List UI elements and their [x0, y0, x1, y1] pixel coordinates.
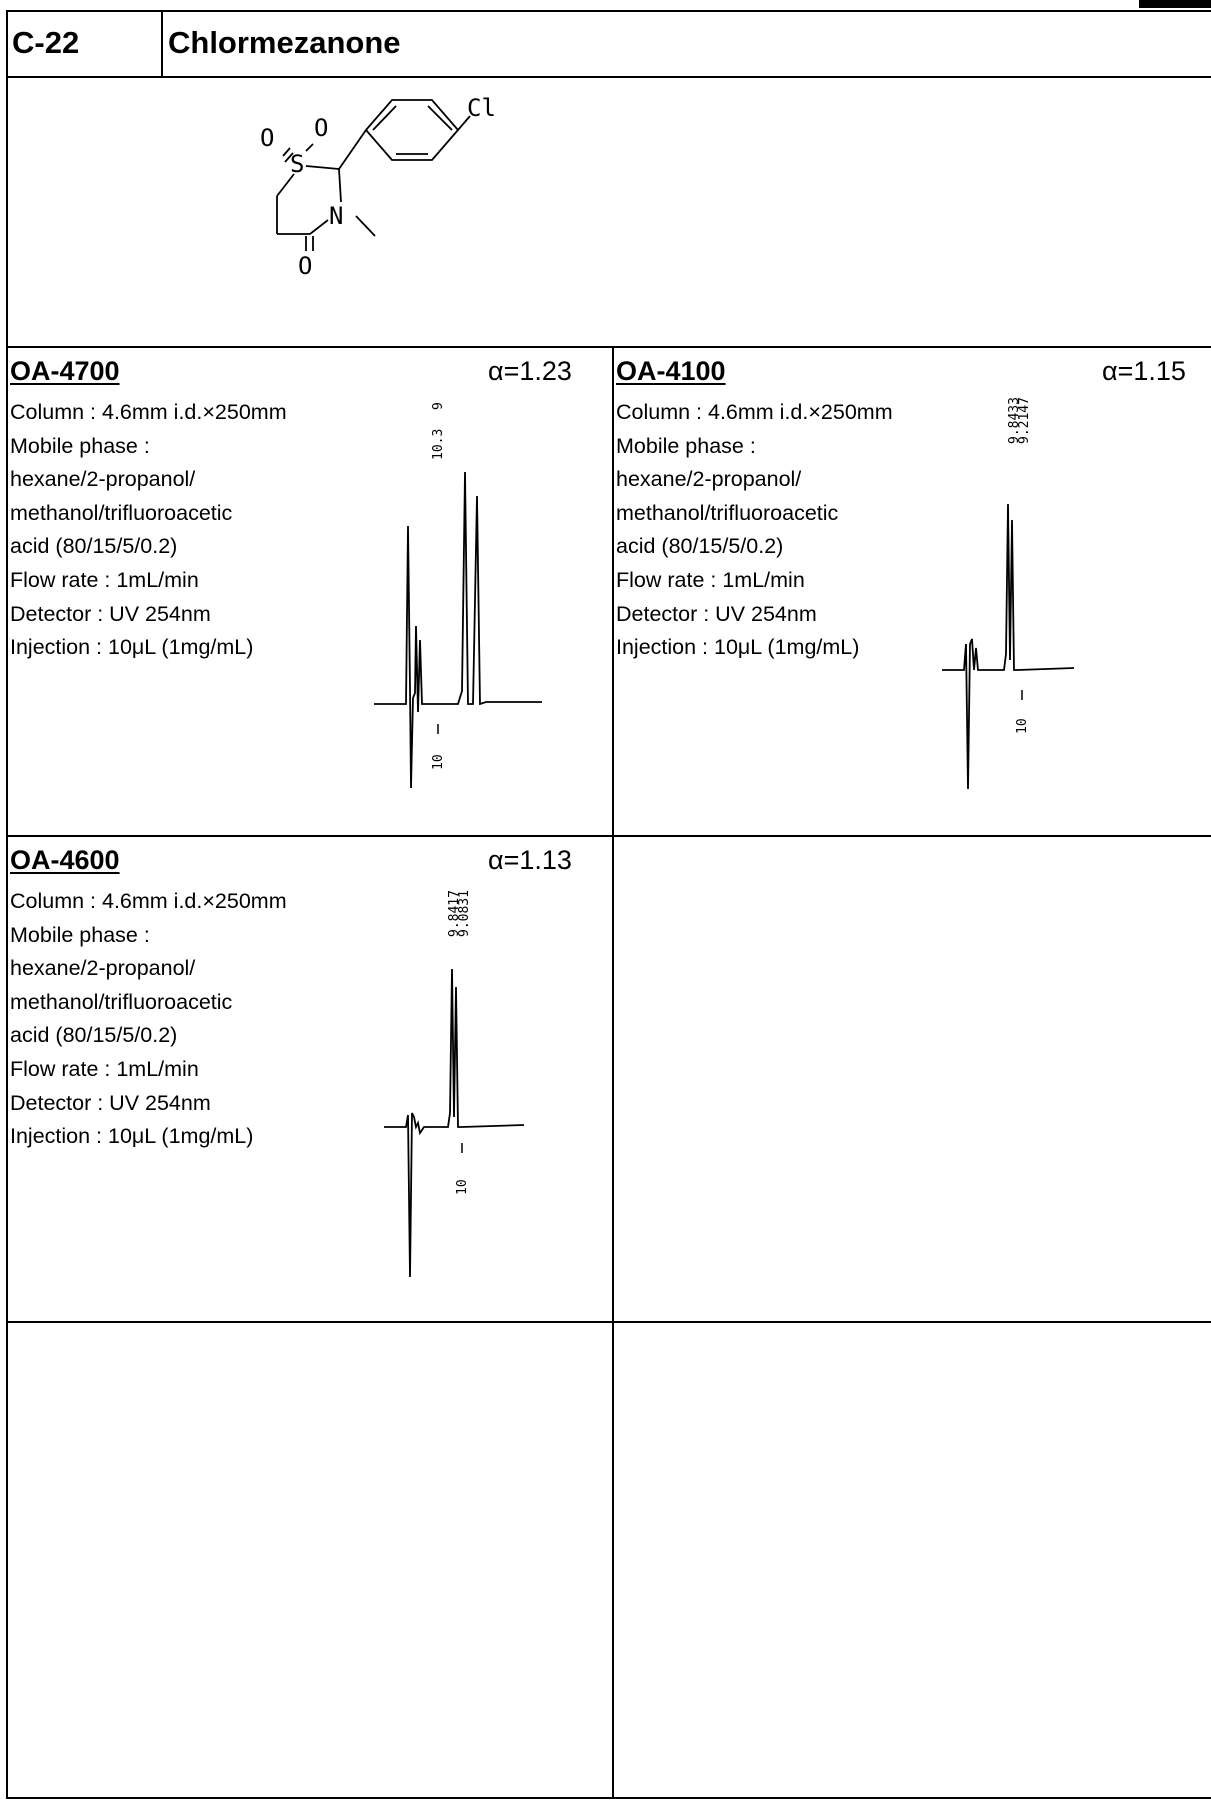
column-divider	[612, 346, 614, 1799]
compound-name: Chlormezanone	[168, 25, 401, 60]
condition-column: Column : 4.6mm i.d.×250mm	[10, 889, 287, 913]
time-axis-label: 10	[455, 1179, 470, 1195]
peak-label-1: 9	[431, 402, 446, 410]
chromatogram-trace	[384, 968, 525, 1278]
condition-mobile-phase-3: acid (80/15/5/0.2)	[10, 534, 178, 559]
condition-mobile-phase: Mobile phase :	[10, 433, 150, 458]
column-name: OA-4700	[10, 356, 120, 386]
panel-empty-1	[614, 837, 1211, 1321]
compound-id: C-22	[12, 25, 80, 60]
condition-mobile-phase-2: methanol/trifluoroacetic	[616, 500, 839, 525]
condition-column: Column : 4.6mm i.d.×250mm	[616, 400, 893, 424]
condition-injection: Injection : 10μL (1mg/mL)	[10, 1124, 254, 1149]
condition-mobile-phase-1: hexane/2-propanol/	[10, 956, 196, 981]
row2-bottom-border	[6, 1321, 1211, 1323]
condition-detector: Detector : UV 254nm	[616, 601, 817, 626]
atom-n: N	[329, 202, 343, 230]
condition-flow-rate: Flow rate : 1mL/min	[616, 567, 805, 592]
condition-detector: Detector : UV 254nm	[10, 1090, 211, 1115]
condition-mobile-phase-2: methanol/trifluoroacetic	[10, 500, 233, 525]
condition-mobile-phase-2: methanol/trifluoroacetic	[10, 989, 233, 1014]
condition-mobile-phase-3: acid (80/15/5/0.2)	[616, 534, 784, 559]
panel-empty-3	[614, 1323, 1211, 1797]
atom-o-left: O	[260, 124, 274, 152]
condition-detector: Detector : UV 254nm	[10, 601, 211, 626]
condition-injection: Injection : 10μL (1mg/mL)	[10, 635, 254, 660]
panel-empty-2	[8, 1323, 612, 1797]
chromatogram: 9.8417 9.0831 10	[384, 890, 525, 1278]
header-bottom-border	[6, 76, 1211, 78]
peak-label-2: 10.3	[431, 429, 446, 460]
column-name: OA-4600	[10, 845, 120, 875]
condition-mobile-phase-3: acid (80/15/5/0.2)	[10, 1023, 178, 1048]
alpha-value: α=1.23	[488, 356, 572, 386]
atom-o-right: O	[314, 114, 328, 142]
condition-mobile-phase: Mobile phase :	[616, 433, 756, 458]
structure-bottom-border	[6, 346, 1211, 348]
chromatogram: 9.8433 9.2147 10	[942, 397, 1075, 790]
time-axis-label: 10	[431, 754, 446, 770]
condition-mobile-phase-1: hexane/2-propanol/	[10, 467, 196, 492]
conditions-list: Column : 4.6mm i.d.×250mm Mobile phase :…	[616, 396, 893, 665]
conditions-list: Column : 4.6mm i.d.×250mm Mobile phase :…	[10, 885, 287, 1154]
panel-oa-4600: OA-4600 α=1.13 Column : 4.6mm i.d.×250mm…	[8, 837, 612, 1321]
column-name: OA-4100	[616, 356, 726, 386]
condition-column: Column : 4.6mm i.d.×250mm	[10, 400, 287, 424]
peak-label-2: 9.0831	[457, 890, 472, 937]
chemical-structure: Cl O O S N O	[260, 94, 496, 280]
condition-flow-rate: Flow rate : 1mL/min	[10, 1056, 199, 1081]
panel-oa-4100: OA-4100 α=1.15 Column : 4.6mm i.d.×250mm…	[614, 348, 1211, 835]
header-divider	[161, 10, 163, 78]
condition-mobile-phase-1: hexane/2-propanol/	[616, 467, 802, 492]
peak-label-1: 9.8417	[447, 890, 462, 937]
alpha-value: α=1.15	[1102, 356, 1186, 386]
peak-label-1: 9.8433	[1007, 397, 1022, 444]
chromatogram-trace	[374, 471, 542, 789]
corner-mark	[1139, 0, 1211, 8]
conditions-list: Column : 4.6mm i.d.×250mm Mobile phase :…	[10, 396, 287, 665]
condition-flow-rate: Flow rate : 1mL/min	[10, 567, 199, 592]
benzene-ring	[364, 99, 460, 161]
time-axis-label: 10	[1015, 718, 1030, 734]
alpha-value: α=1.13	[488, 845, 572, 875]
table-top-border	[6, 10, 1211, 12]
peak-label-2: 9.2147	[1017, 397, 1032, 444]
panel-oa-4700: OA-4700 α=1.23 Column : 4.6mm i.d.×250mm…	[8, 348, 612, 835]
condition-mobile-phase: Mobile phase :	[10, 922, 150, 947]
table-bottom-border	[6, 1797, 1211, 1799]
row1-bottom-border	[6, 835, 1211, 837]
atom-o-carbonyl: O	[298, 252, 312, 280]
atom-cl: Cl	[467, 94, 496, 122]
table-left-border	[6, 10, 8, 1799]
condition-injection: Injection : 10μL (1mg/mL)	[616, 635, 860, 660]
chromatogram: 9 10.3 10	[374, 402, 542, 789]
chromatogram-trace	[942, 503, 1075, 790]
atom-s: S	[290, 150, 304, 178]
